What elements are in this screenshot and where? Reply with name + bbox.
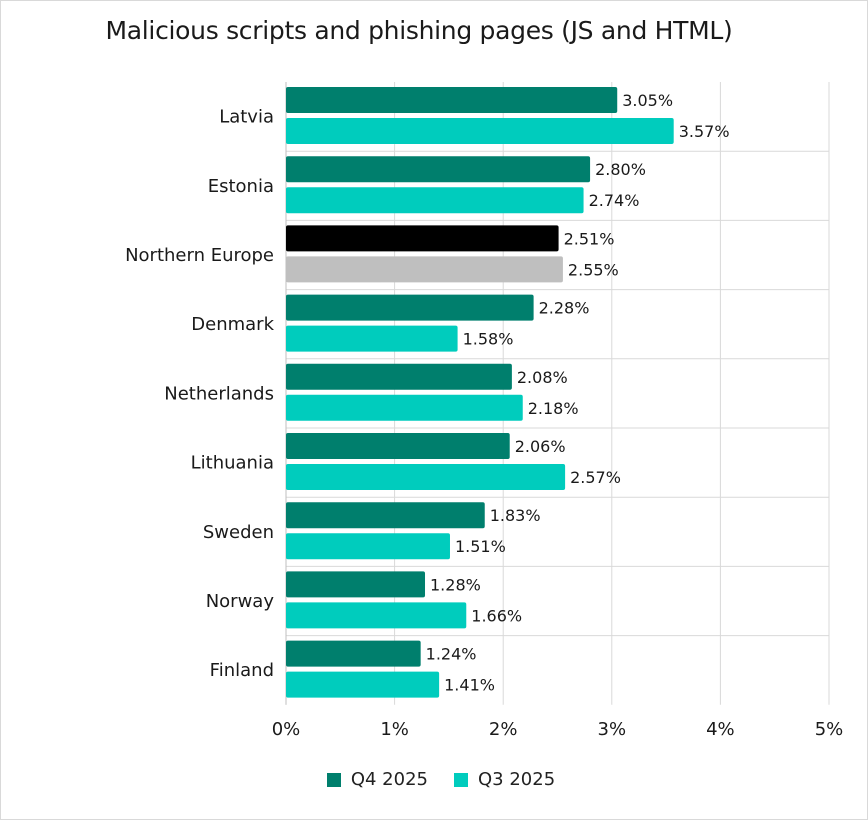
data-label: 1.41% bbox=[444, 676, 495, 695]
category-label: Finland bbox=[210, 660, 274, 681]
data-label: 2.74% bbox=[589, 191, 640, 210]
bar-q3 bbox=[286, 671, 440, 698]
x-tick-label: 4% bbox=[706, 719, 735, 740]
bar-q4 bbox=[286, 433, 510, 459]
data-label: 2.06% bbox=[515, 437, 566, 456]
data-label: 1.83% bbox=[490, 506, 541, 525]
chart-title: Malicious scripts and phishing pages (JS… bbox=[105, 16, 733, 45]
legend-swatch-q3 bbox=[454, 772, 468, 787]
x-tick-label: 2% bbox=[489, 719, 518, 740]
category-label: Northern Europe bbox=[125, 245, 274, 266]
category-label: Lithuania bbox=[191, 453, 274, 474]
bar-q3 bbox=[286, 533, 450, 560]
bar-q4 bbox=[286, 640, 421, 667]
data-label: 1.66% bbox=[471, 606, 522, 625]
bar-q4 bbox=[286, 87, 618, 113]
category-label: Latvia bbox=[219, 107, 274, 128]
data-label: 2.08% bbox=[517, 368, 568, 387]
category-label: Netherlands bbox=[164, 383, 274, 404]
bar-q3 bbox=[286, 394, 523, 421]
bar-q3 bbox=[286, 187, 584, 214]
bar-q4 bbox=[286, 294, 534, 321]
data-label: 2.80% bbox=[595, 160, 646, 179]
bar-q4 bbox=[286, 156, 591, 183]
data-label: 1.58% bbox=[463, 330, 514, 349]
bar-q4 bbox=[286, 502, 485, 529]
legend-item-q3: Q3 2025 bbox=[454, 769, 555, 790]
bar-q4 bbox=[286, 363, 512, 390]
x-tick-label: 5% bbox=[815, 719, 844, 740]
legend-label-q4: Q4 2025 bbox=[350, 769, 428, 790]
x-tick-label: 0% bbox=[272, 719, 301, 740]
legend-label-q3: Q3 2025 bbox=[478, 769, 556, 790]
data-label: 3.57% bbox=[679, 122, 730, 141]
bar-q4 bbox=[286, 571, 426, 598]
data-label: 2.28% bbox=[539, 299, 590, 318]
legend-item-q4: Q4 2025 bbox=[326, 769, 428, 790]
bar-q3 bbox=[286, 118, 674, 144]
bar-q3 bbox=[286, 325, 458, 352]
data-label: 3.05% bbox=[622, 91, 673, 110]
data-label: 2.51% bbox=[564, 229, 615, 248]
category-label: Denmark bbox=[191, 314, 274, 335]
data-label: 1.28% bbox=[430, 575, 481, 594]
data-label: 1.24% bbox=[426, 645, 477, 664]
category-label: Norway bbox=[206, 591, 275, 612]
legend-swatch-q4 bbox=[326, 772, 341, 787]
legend: Q4 2025 Q3 2025 bbox=[0, 769, 868, 790]
data-label: 2.57% bbox=[570, 468, 621, 487]
bar-q3 bbox=[286, 464, 566, 490]
category-label: Estonia bbox=[208, 176, 274, 197]
category-label: Sweden bbox=[203, 522, 274, 543]
data-label: 1.51% bbox=[455, 537, 506, 556]
bar-chart: Latvia 3.05% 3.57% Estonia 2.80% 2.74% Norther… bbox=[125, 82, 844, 740]
x-tick-label: 1% bbox=[380, 719, 409, 740]
data-label: 2.18% bbox=[528, 399, 579, 418]
x-tick-label: 3% bbox=[598, 719, 627, 740]
bar-q3 bbox=[286, 256, 563, 283]
bar-q3 bbox=[286, 602, 467, 629]
data-label: 2.55% bbox=[568, 260, 619, 279]
bar-q4 bbox=[286, 225, 559, 252]
